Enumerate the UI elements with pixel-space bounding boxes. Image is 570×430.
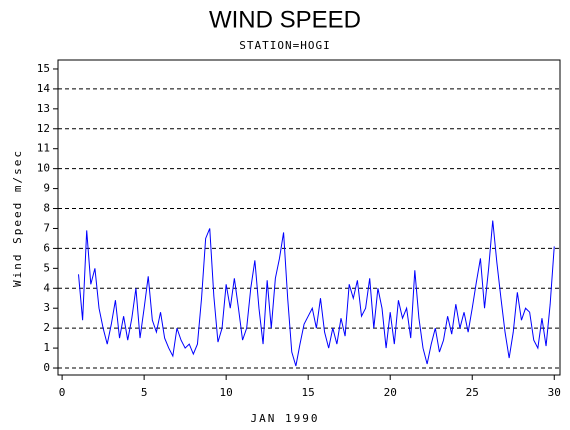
y-tick-label: 15: [37, 62, 50, 75]
y-tick-label: 9: [43, 182, 50, 195]
y-tick-label: 8: [43, 202, 50, 215]
x-tick-label: 10: [220, 386, 233, 399]
x-tick-label: 20: [384, 386, 397, 399]
y-tick-label: 12: [37, 122, 50, 135]
x-tick-label: 30: [548, 386, 561, 399]
y-tick-label: 6: [43, 241, 50, 254]
y-tick-label: 11: [37, 142, 50, 155]
chart-title: WIND SPEED: [209, 6, 361, 33]
y-tick-label: 14: [37, 82, 51, 95]
y-tick-label: 7: [43, 221, 50, 234]
y-tick-label: 3: [43, 301, 50, 314]
y-tick-label: 10: [37, 162, 50, 175]
plot-frame: [57, 59, 561, 376]
x-tick-label: 15: [302, 386, 315, 399]
x-tick-label: 5: [141, 386, 148, 399]
data-line: [78, 220, 555, 367]
y-tick-label: 13: [37, 102, 50, 115]
y-tick-label: 1: [43, 341, 50, 354]
y-tick-label: 5: [43, 261, 50, 274]
y-tick-label: 0: [43, 361, 50, 374]
y-axis-label: Wind Speed m/sec: [11, 149, 24, 287]
y-tick-label: 2: [43, 321, 50, 334]
y-tick-label: 4: [43, 281, 50, 294]
x-tick-label: 0: [59, 386, 66, 399]
chart-subtitle: STATION=HOGI: [239, 39, 330, 52]
x-tick-label: 25: [466, 386, 479, 399]
x-axis-label: JAN 1990: [251, 412, 320, 425]
